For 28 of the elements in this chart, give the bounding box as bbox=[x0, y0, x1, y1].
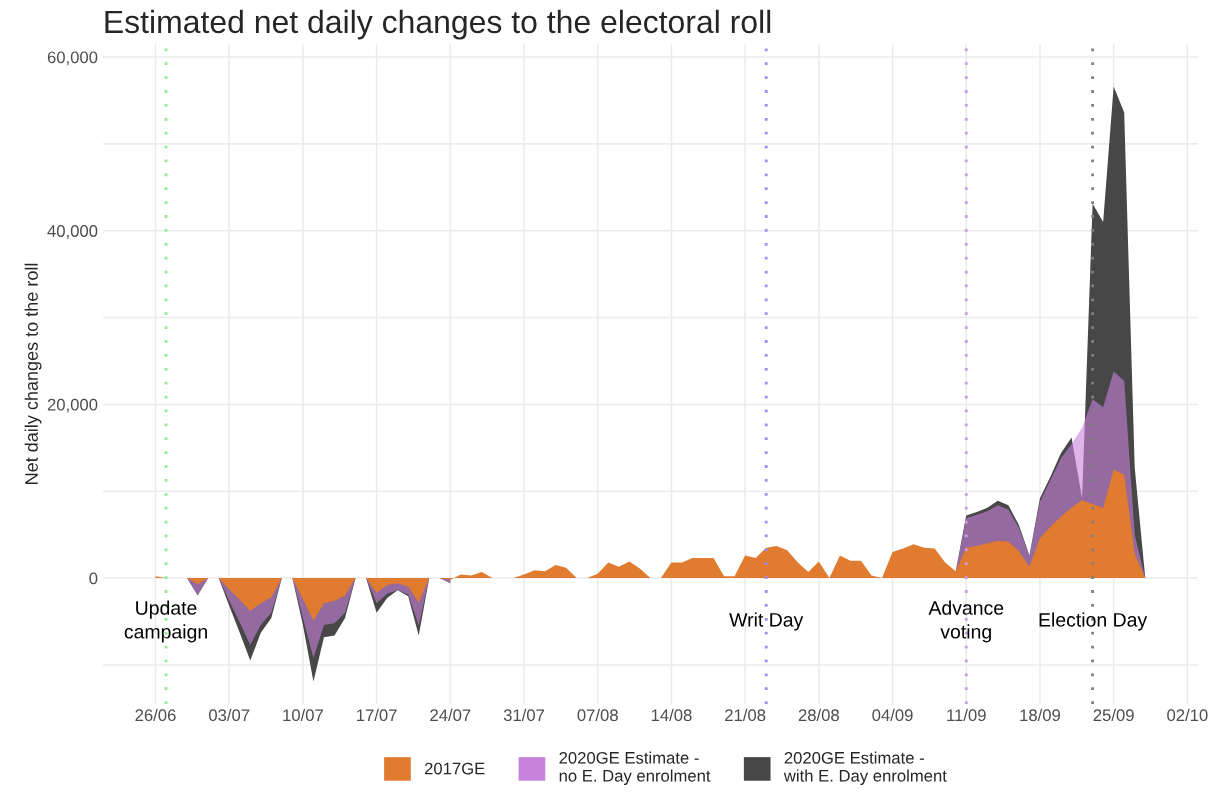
x-tick-label: 26/06 bbox=[135, 708, 176, 722]
x-tick-label: 02/10 bbox=[1167, 708, 1208, 722]
ref-line-label: Update campaign bbox=[124, 600, 207, 643]
x-tick-label: 31/07 bbox=[503, 708, 545, 722]
chart-title: Estimated net daily changes to the electoral roll bbox=[105, 9, 771, 40]
legend-label: 2020GE Estimate - no E. Day enrolment bbox=[559, 751, 711, 785]
x-tick-label: 07/08 bbox=[577, 708, 618, 722]
x-tick-label: 04/09 bbox=[872, 708, 913, 722]
x-tick-label: 11/09 bbox=[947, 708, 986, 722]
y-tick-label: 60,000 bbox=[47, 51, 98, 66]
ref-line-label: Writ Day bbox=[729, 612, 804, 631]
x-tick-label: 21/08 bbox=[725, 708, 766, 722]
legend-label: 2020GE Estimate - with E. Day enrolment bbox=[783, 751, 947, 785]
x-tick-label: 28/08 bbox=[798, 708, 839, 722]
ref-line-label: Advance voting bbox=[928, 600, 1004, 643]
legend-label: 2017GE bbox=[424, 762, 485, 775]
y-tick-label: 0 bbox=[89, 572, 98, 585]
x-tick-label: 25/09 bbox=[1093, 708, 1134, 722]
y-tick-label: 40,000 bbox=[47, 225, 98, 239]
x-tick-label: 24/07 bbox=[430, 708, 471, 722]
x-tick-label: 17/07 bbox=[357, 708, 397, 722]
y-tick-label: 20,000 bbox=[47, 398, 98, 413]
x-tick-label: 10/07 bbox=[283, 708, 323, 722]
ref-line-label: Election Day bbox=[1039, 612, 1148, 631]
x-tick-label: 14/08 bbox=[651, 708, 692, 722]
x-tick-label: 03/07 bbox=[209, 708, 250, 722]
y-axis-title: Net daily changes to the roll bbox=[24, 263, 42, 484]
x-tick-label: 18/09 bbox=[1020, 708, 1061, 722]
